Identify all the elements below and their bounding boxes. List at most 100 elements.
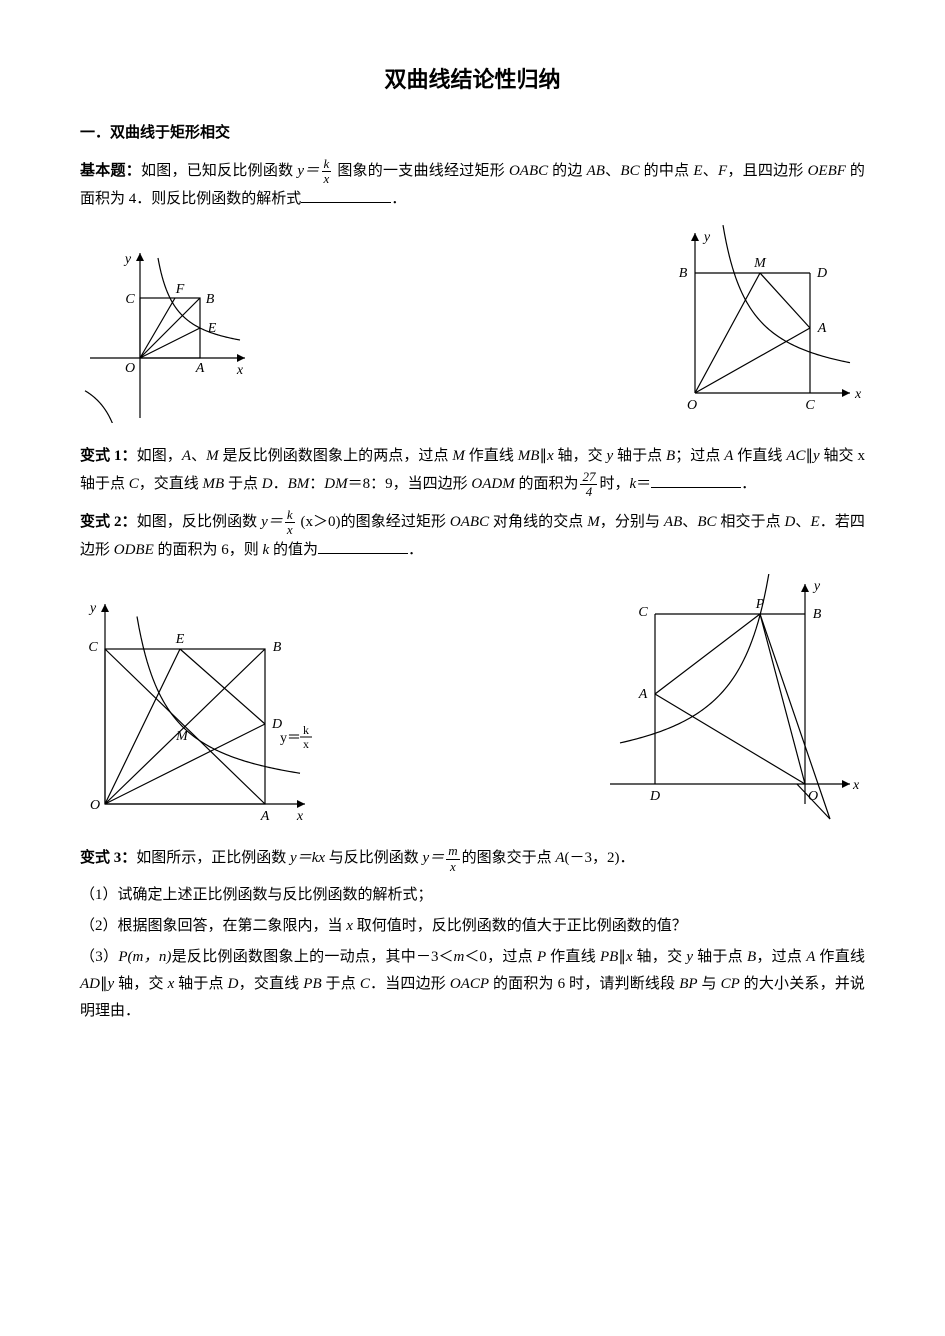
t: 的值为 (269, 542, 318, 558)
v3-q2: （2）根据图象回答，在第二象限内，当 x 取何值时，反比例函数的值大于正比例函数… (80, 913, 865, 940)
svg-text:k: k (303, 723, 309, 737)
svg-text:B: B (679, 266, 688, 281)
problem-v3: 变式 3：如图所示，正比例函数 y＝kx 与反比例函数 y＝mx的图象交于点 A… (80, 844, 865, 874)
svg-text:C: C (805, 398, 815, 413)
t: 、 (682, 514, 697, 530)
svg-text:y＝: y＝ (280, 731, 301, 746)
svg-text:y: y (702, 230, 711, 245)
t: 如图，反比例函数 (137, 514, 261, 530)
t: ；过点 (675, 448, 724, 464)
t: （3） (80, 949, 118, 965)
svg-text:O: O (125, 361, 135, 376)
den: x (285, 523, 295, 537)
v: AC (786, 448, 805, 464)
svg-text:B: B (273, 640, 282, 655)
den: x (322, 172, 332, 186)
v: BM (288, 476, 310, 492)
v: MB (203, 476, 225, 492)
v: BC (697, 514, 716, 530)
svg-text:B: B (813, 607, 822, 622)
svg-text:A: A (638, 687, 648, 702)
v: PB (303, 976, 321, 992)
t: 作直线 (815, 949, 865, 965)
v: M (206, 448, 219, 464)
svg-text:y: y (123, 252, 132, 267)
v: A (182, 448, 191, 464)
t: 图象的一支曲线经过矩形 (333, 163, 509, 179)
v: B (666, 448, 675, 464)
num: k (285, 508, 295, 523)
v: (m，n) (128, 949, 172, 965)
v: MB (518, 448, 540, 464)
v: OEBF (808, 163, 846, 179)
t: 如图所示，正比例函数 (136, 851, 290, 867)
t: 轴，交 (114, 976, 167, 992)
t: 如图， (137, 448, 182, 464)
eq: y＝ (297, 163, 319, 179)
t: 的面积为 (515, 476, 579, 492)
svg-text:D: D (271, 717, 282, 732)
fraction: 274 (580, 470, 597, 500)
den: 4 (580, 485, 597, 499)
svg-text:y: y (812, 579, 821, 594)
figure-row-1: OABCEFxy OBMDACxy (80, 223, 865, 423)
t: 对角线的交点 (489, 514, 587, 530)
v3-q3: （3）P(m，n)是反比例函数图象上的一动点，其中－3＜m＜0，过点 P 作直线… (80, 944, 865, 1025)
svg-text:D: D (816, 266, 827, 281)
svg-text:C: C (125, 292, 135, 307)
t: ＝ (636, 476, 651, 492)
eq: y＝ (423, 851, 445, 867)
t: ，且四边形 (727, 163, 807, 179)
v: M (587, 514, 600, 530)
svg-text:O: O (90, 798, 100, 813)
svg-text:x: x (852, 778, 860, 793)
v: A (555, 851, 564, 867)
t: ． (391, 191, 406, 207)
fraction: kx (285, 508, 295, 538)
v: x (346, 918, 353, 934)
v: B (747, 949, 756, 965)
svg-text:x: x (236, 363, 244, 378)
fraction: mx (446, 844, 459, 874)
t: 轴于点 (174, 976, 227, 992)
figure-row-2: OABCEDMxyy＝kx OBCPADxy (80, 574, 865, 824)
v: C (360, 976, 370, 992)
v: AB (664, 514, 682, 530)
t: （2）根据图象回答，在第二象限内，当 (80, 918, 346, 934)
t: 作直线 (733, 448, 786, 464)
svg-text:P: P (755, 597, 765, 612)
svg-text:D: D (649, 789, 660, 804)
svg-text:x: x (303, 737, 309, 751)
v3-label: 变式 3： (80, 851, 136, 867)
t: ． (741, 476, 756, 492)
t: 轴于点 (613, 448, 666, 464)
v: D (262, 476, 273, 492)
t: ＜0，过点 (464, 949, 537, 965)
t: 、 (795, 514, 810, 530)
t: 的中点 (640, 163, 694, 179)
t: ∥ (539, 448, 547, 464)
basic-label: 基本题： (80, 163, 141, 179)
t: 取何值时，反比例函数的值大于正比例函数的值？ (353, 918, 687, 934)
v: x (547, 448, 554, 464)
v: y (813, 448, 820, 464)
t: ∥ (805, 448, 813, 464)
t: ，过点 (756, 949, 806, 965)
answer-blank (651, 472, 741, 488)
svg-text:O: O (687, 398, 697, 413)
v: E (811, 514, 820, 530)
svg-text:E: E (175, 632, 185, 647)
v2-label: 变式 2： (80, 514, 137, 530)
t: 、 (702, 163, 717, 179)
svg-text:B: B (206, 292, 215, 307)
num: 27 (580, 470, 597, 485)
t: ： (309, 476, 324, 492)
t: 的边 (548, 163, 586, 179)
t: ∥ (618, 949, 626, 965)
v: C (129, 476, 139, 492)
t: 作直线 (465, 448, 518, 464)
t: 轴，交 (554, 448, 607, 464)
v: OADM (471, 476, 514, 492)
eq: y＝ (261, 514, 283, 530)
v: AD (80, 976, 100, 992)
